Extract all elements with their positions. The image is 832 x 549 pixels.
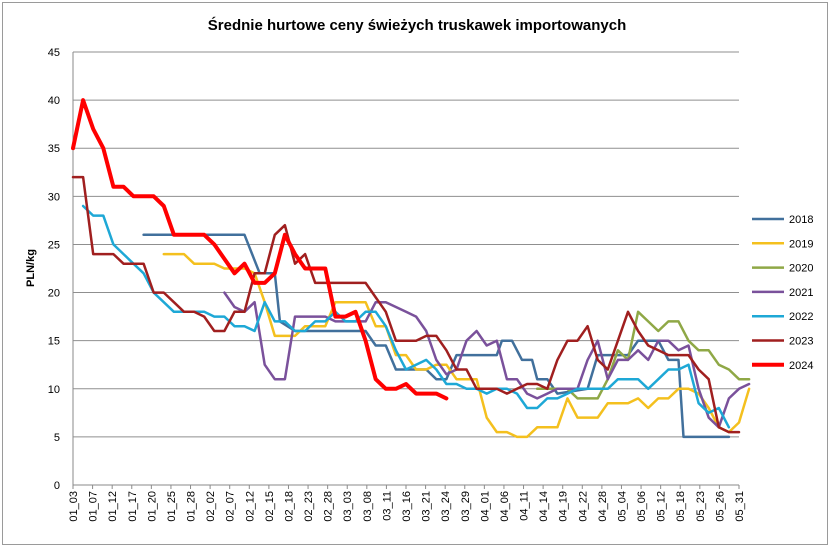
x-tick-label: 02_23 (303, 491, 315, 522)
x-tick-label: 03_03 (342, 491, 354, 522)
series-line-2021 (223, 291, 751, 429)
series-lines (71, 98, 751, 439)
series-line-2022 (81, 204, 731, 429)
x-tick-label: 02_02 (205, 491, 217, 522)
y-tick-label: 35 (48, 143, 60, 155)
series-line-2023 (71, 175, 741, 434)
x-tick-label: 03_08 (362, 491, 374, 522)
legend-label-2024: 2024 (789, 360, 813, 372)
x-tick-label: 04_11 (519, 491, 531, 521)
y-tick-label: 20 (48, 288, 60, 300)
x-tick-label: 02_12 (244, 491, 256, 522)
x-tick-label: 01_25 (166, 491, 178, 522)
x-tick-label: 01_20 (146, 491, 158, 522)
legend: 2018 2019 2020 2021 2022 2023 2024 (752, 214, 813, 372)
x-tick-label: 02_28 (323, 491, 335, 522)
legend-label-2020: 2020 (789, 263, 813, 275)
series-line-2020 (535, 310, 751, 400)
x-tick-label: 03_21 (421, 491, 433, 522)
x-tick-label: 04_01 (479, 491, 491, 522)
legend-label-2023: 2023 (789, 336, 813, 348)
chart-title: Średnie hurtowe ceny świeżych truskawek … (208, 16, 626, 34)
x-tick-label: 05_06 (636, 491, 648, 522)
x-tick-label: 02_15 (264, 491, 276, 522)
x-tick-label: 05_04 (616, 491, 628, 522)
grid-lines (72, 51, 739, 486)
y-tick-label: 0 (54, 480, 60, 492)
x-tick-label: 05_12 (656, 491, 668, 522)
x-tick-label: 01_12 (107, 491, 119, 522)
y-tick-label: 40 (48, 95, 60, 107)
y-tick-label: 10 (48, 384, 60, 396)
series-line-2024 (71, 98, 449, 401)
x-tick-label: 01_28 (186, 491, 198, 522)
x-tick-label: 05_31 (734, 491, 746, 522)
x-tick-label: 01_03 (68, 491, 80, 522)
x-tick-label: 05_23 (695, 491, 707, 522)
x-tick-label: 01_07 (88, 491, 100, 522)
y-tick-label: 15 (48, 336, 60, 348)
legend-label-2021: 2021 (789, 287, 813, 299)
y-axis-ticks: 0 5 10 15 20 25 30 35 40 45 (48, 47, 60, 492)
y-tick-label: 30 (48, 191, 60, 203)
legend-label-2022: 2022 (789, 311, 813, 323)
x-axis-ticks: 01_03 01_07 01_12 01_17 01_20 01_25 01_28 02_02… (68, 485, 746, 522)
legend-label-2019: 2019 (789, 238, 813, 250)
legend-label-2018: 2018 (789, 214, 813, 226)
x-tick-label: 03_24 (440, 491, 452, 522)
x-tick-label: 03_16 (401, 491, 413, 522)
x-tick-label: 04_19 (558, 491, 570, 522)
x-tick-label: 03_29 (460, 491, 472, 522)
y-tick-label: 5 (54, 432, 60, 444)
x-tick-label: 04_06 (499, 491, 511, 522)
y-axis-label: PLN/kg (25, 249, 37, 287)
x-tick-label: 02_07 (225, 491, 237, 522)
x-tick-label: 05_26 (714, 491, 726, 522)
x-tick-label: 04_28 (597, 491, 609, 522)
x-tick-label: 03_11 (381, 491, 393, 521)
x-tick-label: 02_18 (283, 491, 295, 522)
x-tick-label: 05_18 (675, 491, 687, 522)
x-tick-label: 04_14 (538, 491, 550, 522)
y-tick-label: 45 (48, 47, 60, 59)
y-tick-label: 25 (48, 239, 60, 251)
x-tick-label: 01_17 (127, 491, 139, 522)
series-line-2019 (162, 252, 751, 439)
x-tick-label: 04_22 (577, 491, 589, 522)
